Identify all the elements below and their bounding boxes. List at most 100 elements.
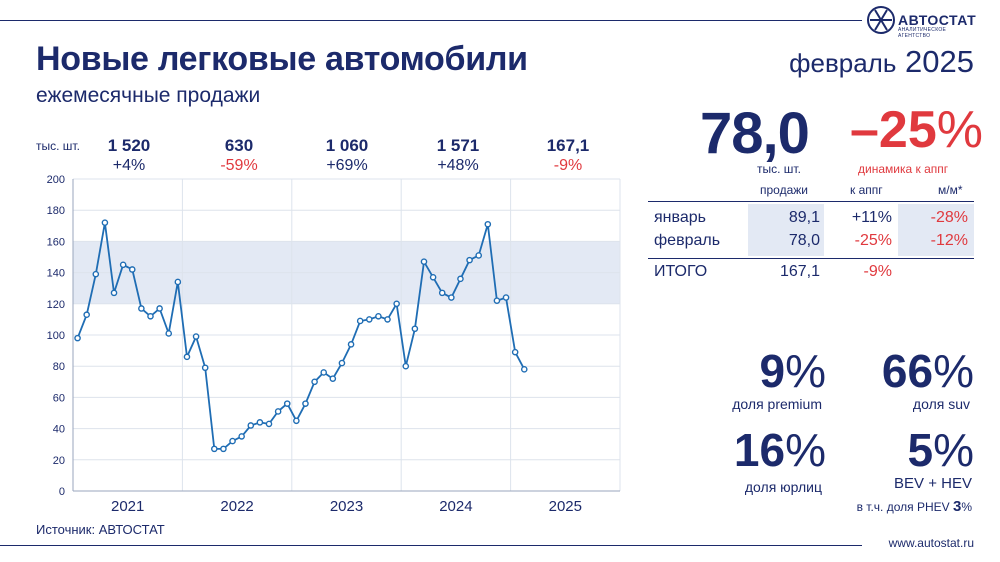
sales-line-chart: 0 20 40 60 80 100 120 140 160 180 200 2021 2022 2023 2… bbox=[47, 174, 621, 515]
data-point bbox=[520, 366, 528, 373]
row-january-label: январь bbox=[654, 209, 706, 226]
annual-value: 1 060 bbox=[325, 136, 369, 155]
data-point bbox=[174, 278, 182, 286]
annual-change: +48% bbox=[437, 157, 479, 174]
data-point bbox=[429, 273, 437, 281]
y-tick-label: 40 bbox=[53, 424, 65, 436]
kpi-suv-share: 66% bbox=[882, 344, 974, 398]
yoy-sign: – bbox=[850, 101, 879, 159]
website-link[interactable]: www.autostat.ru bbox=[888, 536, 974, 550]
sales-column-shade bbox=[748, 204, 824, 256]
logo-tagline: АНАЛИТИЧЕСКОЕ АГЕНТСТВО bbox=[898, 27, 947, 39]
data-point bbox=[92, 270, 100, 278]
x-tick-label: 2023 bbox=[330, 498, 363, 515]
data-point bbox=[438, 289, 446, 297]
annual-unit-label: тыс. шт. bbox=[36, 139, 80, 153]
data-point bbox=[229, 437, 236, 445]
data-point bbox=[211, 445, 218, 453]
yoy-change: –25% bbox=[850, 100, 983, 160]
data-point bbox=[83, 311, 90, 319]
x-tick-label: 2024 bbox=[439, 498, 472, 515]
monthly-sales-unit: тыс. шт. bbox=[757, 162, 801, 176]
data-point bbox=[448, 294, 455, 301]
table-top-rule bbox=[648, 201, 974, 202]
row-february-sales: 78,0 bbox=[788, 232, 820, 249]
table-total-rule bbox=[648, 258, 974, 259]
data-point bbox=[402, 362, 410, 370]
row-total-sales: 167,1 bbox=[779, 263, 820, 280]
phev-note-text: в т.ч. доля PHEV bbox=[856, 500, 953, 514]
annual-change: -59% bbox=[220, 157, 258, 174]
data-point bbox=[365, 316, 373, 323]
row-february-mom: -12% bbox=[930, 232, 968, 249]
data-point bbox=[147, 312, 154, 320]
table-header-mom: м/м* bbox=[938, 183, 963, 197]
bottom-rule bbox=[0, 545, 862, 546]
y-tick-label: 0 bbox=[59, 486, 65, 498]
kpi-legal-label: доля юрлиц bbox=[744, 479, 822, 495]
annual-value: 167,1 bbox=[546, 136, 590, 155]
annual-figure-3: 1 571 +48% bbox=[403, 136, 513, 175]
data-point bbox=[484, 220, 492, 228]
data-point bbox=[411, 325, 419, 333]
kpi-electrified-share: 5% bbox=[908, 423, 975, 477]
period-month: февраль bbox=[789, 48, 897, 78]
annual-change: +4% bbox=[112, 157, 146, 174]
phev-note-pct: % bbox=[961, 500, 972, 514]
logo-emblem-icon bbox=[867, 6, 895, 34]
report-period: февраль 2025 bbox=[789, 44, 974, 80]
data-point bbox=[128, 266, 136, 273]
logo-name: АВТОСТАТ bbox=[898, 12, 977, 28]
row-february-yoy: -25% bbox=[854, 232, 892, 249]
period-year: 2025 bbox=[905, 44, 974, 79]
source-note: Источник: АВТОСТАТ bbox=[36, 522, 165, 537]
y-tick-label: 180 bbox=[47, 205, 65, 217]
top-rule bbox=[0, 20, 862, 21]
data-point bbox=[493, 297, 501, 304]
data-point bbox=[338, 359, 346, 367]
data-point bbox=[320, 369, 328, 376]
y-tick-label: 80 bbox=[53, 361, 65, 373]
kpi-premium-share: 9% bbox=[760, 344, 827, 398]
data-point bbox=[393, 300, 400, 308]
data-point bbox=[502, 294, 510, 301]
data-point bbox=[183, 353, 191, 361]
data-point bbox=[256, 419, 264, 426]
data-point bbox=[238, 433, 245, 440]
table-header-yoy: к аппг bbox=[850, 183, 883, 197]
kpi-premium-value: 9 bbox=[759, 345, 786, 397]
data-point bbox=[274, 408, 282, 415]
mom-column-shade bbox=[898, 204, 974, 256]
kpi-suv-pct: % bbox=[933, 345, 974, 397]
data-point bbox=[110, 289, 118, 297]
data-point bbox=[511, 348, 519, 356]
annual-figure-0: 1 520 +4% bbox=[74, 136, 184, 175]
y-tick-label: 60 bbox=[53, 392, 65, 404]
y-tick-label: 160 bbox=[47, 236, 65, 248]
kpi-electrified-value: 5 bbox=[907, 424, 934, 476]
kpi-legal-pct: % bbox=[785, 424, 826, 476]
data-point bbox=[356, 317, 364, 325]
row-january-sales: 89,1 bbox=[788, 209, 820, 226]
y-tick-label: 100 bbox=[47, 330, 65, 342]
y-tick-label: 120 bbox=[47, 299, 65, 311]
x-tick-label: 2022 bbox=[220, 498, 253, 515]
data-point bbox=[475, 252, 482, 259]
data-point bbox=[192, 333, 200, 340]
y-tick-label: 20 bbox=[53, 455, 65, 467]
page-subtitle: ежемесячные продажи bbox=[36, 84, 261, 107]
annual-figure-2: 1 060 +69% bbox=[292, 136, 402, 175]
autostat-logo: АВТОСТАТ АНАЛИТИЧЕСКОЕ АГЕНТСТВО bbox=[866, 5, 978, 39]
yoy-change-label: динамика к аппг bbox=[858, 162, 949, 176]
kpi-electrified-label: BEV + HEV bbox=[894, 475, 972, 492]
x-tick-label: 2021 bbox=[111, 498, 144, 515]
kpi-premium-pct: % bbox=[785, 345, 826, 397]
yoy-percent: % bbox=[936, 101, 984, 159]
y-tick-label: 140 bbox=[47, 268, 65, 280]
kpi-legal-value: 16 bbox=[733, 424, 786, 476]
kpi-legal-share: 16% bbox=[734, 423, 826, 477]
table-header-sales: продажи bbox=[760, 183, 808, 197]
data-point bbox=[329, 375, 337, 382]
annual-figure-1: 630 -59% bbox=[184, 136, 294, 175]
data-point bbox=[138, 305, 145, 312]
